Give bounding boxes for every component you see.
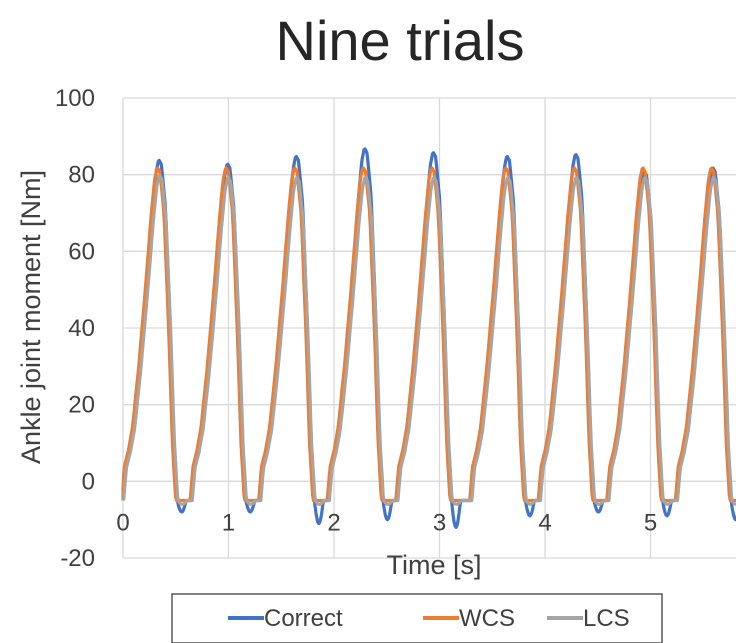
x-tick-label: 1	[222, 509, 235, 536]
legend-label-lcs: LCS	[583, 605, 630, 632]
x-tick-label: 4	[538, 509, 551, 536]
x-tick-label: 2	[327, 509, 340, 536]
series-line-lcs	[122, 174, 736, 506]
y-tick-label: 60	[68, 238, 95, 265]
chart-title: Nine trials	[276, 9, 525, 72]
y-tick-label: 20	[68, 392, 95, 419]
series-layer	[121, 147, 736, 529]
legend: Correct WCS LCS	[171, 593, 663, 643]
y-tick-label: 80	[68, 162, 95, 189]
y-tick-label: 100	[55, 85, 95, 112]
y-tick-label: 0	[82, 468, 95, 495]
y-tick-labels: -20 0 20 40 60 80 100	[55, 85, 95, 572]
x-tick-label: 5	[644, 509, 657, 536]
legend-label-wcs: WCS	[459, 605, 515, 632]
y-axis-title: Ankle joint moment [Nm]	[16, 170, 46, 464]
legend-label-correct: Correct	[264, 605, 343, 632]
x-tick-labels: 0 1 2 3 4 5	[116, 509, 657, 536]
x-axis-title: Time [s]	[386, 550, 481, 580]
y-tick-label: 40	[68, 315, 95, 342]
x-tick-label: 3	[433, 509, 446, 536]
series-line-wcs	[121, 166, 736, 503]
y-tick-label: -20	[60, 545, 95, 572]
x-tick-label: 0	[116, 509, 129, 536]
